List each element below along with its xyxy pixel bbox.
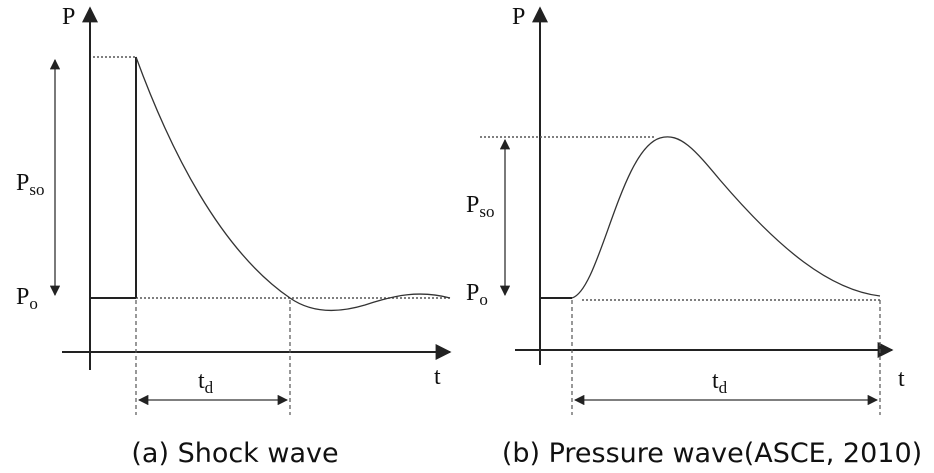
label-sub: d: [205, 378, 214, 397]
label-sub: d: [719, 378, 728, 397]
x-label: t: [434, 364, 441, 390]
ambient-label: Po: [466, 280, 488, 309]
amplitude-label: Pso: [16, 170, 44, 199]
y-label: P: [512, 4, 525, 30]
wave-curve: [135, 56, 451, 312]
label-main: P: [16, 170, 29, 196]
label-sub: so: [29, 180, 44, 199]
wave-curve: [571, 136, 881, 299]
x-label: t: [898, 366, 905, 392]
duration-label: td: [198, 368, 214, 397]
label-main: P: [466, 192, 479, 218]
label-main: t: [712, 368, 719, 394]
ambient-label: Po: [16, 284, 38, 313]
caption: (a) Shock wave: [131, 438, 338, 469]
label-main: P: [16, 284, 29, 310]
label-sub: o: [29, 294, 38, 313]
panel-a: P t Pso Po td (a) Shock wave: [16, 4, 452, 469]
label-main: P: [466, 280, 479, 306]
caption: (b) Pressure wave(ASCE, 2010): [502, 438, 922, 469]
panel-b: P t Pso Po td (b) Pressure wave(ASCE, 20…: [466, 4, 922, 469]
label-sub: so: [479, 202, 494, 221]
label-main: t: [198, 368, 205, 394]
y-label: P: [62, 4, 75, 30]
label-sub: o: [479, 290, 488, 309]
duration-label: td: [712, 368, 728, 397]
amplitude-label: Pso: [466, 192, 494, 221]
